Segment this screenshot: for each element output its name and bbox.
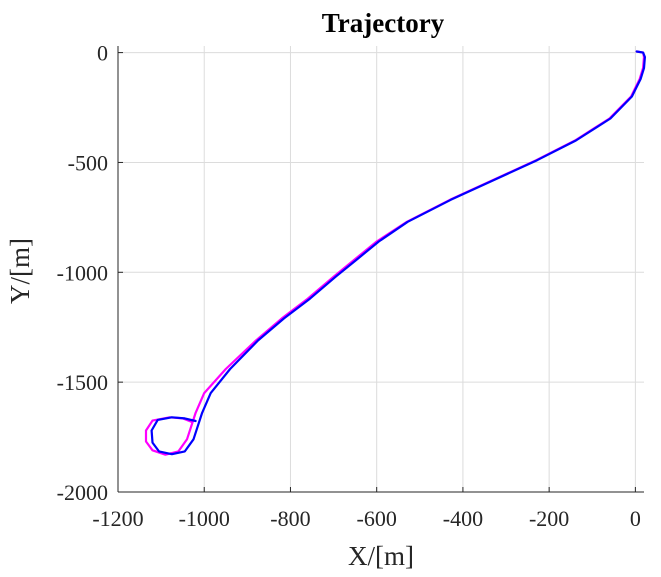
x-tick-label: -800	[270, 506, 310, 531]
chart-title: Trajectory	[322, 8, 445, 38]
y-tick-label: -2000	[57, 480, 108, 505]
axes	[117, 46, 644, 493]
y-tick-label: -1000	[57, 260, 108, 285]
x-tick-label: -1200	[92, 506, 143, 531]
x-tick-label: -200	[529, 506, 569, 531]
x-tick-label: 0	[630, 506, 641, 531]
x-tick-labels: -1200 -1000 -800 -600 -400 -200 0	[92, 506, 641, 531]
x-tick-label: -400	[443, 506, 483, 531]
y-tick-label: -500	[68, 150, 108, 175]
x-axis-label: X/[m]	[348, 541, 414, 571]
magenta-trajectory-line	[144, 50, 646, 456]
blue-trajectory-line	[150, 50, 647, 456]
y-tick-label: -1500	[57, 370, 108, 395]
grid	[117, 46, 644, 493]
series-lines	[144, 50, 647, 456]
x-tick-label: -1000	[179, 506, 230, 531]
y-tick-labels: -2000 -1500 -1000 -500 0	[57, 41, 108, 505]
x-tick-label: -600	[357, 506, 397, 531]
y-tick-label: 0	[97, 41, 108, 66]
y-axis-label: Y/[m]	[5, 238, 35, 304]
